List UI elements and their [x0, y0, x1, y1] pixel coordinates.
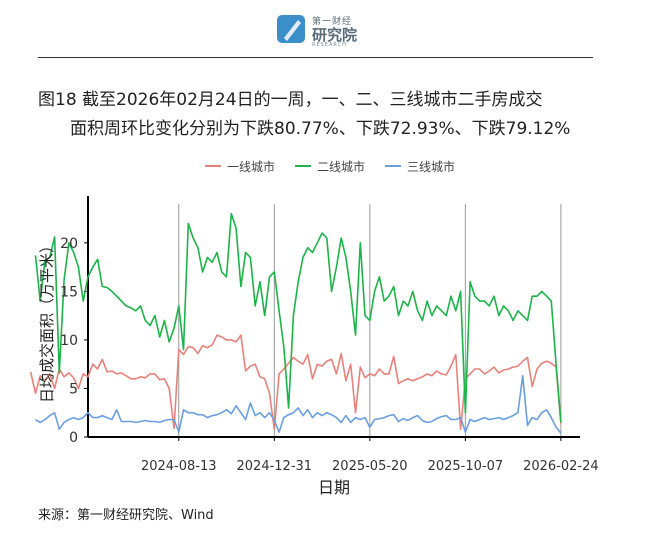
figure-title-line2: 面积周环比变化分别为下跌80.77%、下跌72.93%、下跌79.12% [70, 119, 571, 139]
chart-axes [84, 196, 580, 441]
x-tick-label: 2025-05-20 [332, 459, 408, 474]
logo-small-text: 第一财经 [312, 17, 353, 27]
x-tick-label: 2025-10-07 [428, 459, 504, 474]
y-tick-label: 10 [60, 333, 78, 349]
chart-lines [29, 212, 562, 434]
logo-mark-icon [277, 15, 305, 43]
series-line-2 [34, 212, 562, 423]
figure-title-line1: 图18 截至2026年02月24日的一周，一、二、三线城市二手房成交 [38, 90, 543, 110]
y-axis-title: 日均成交面积（万平米） [38, 238, 56, 403]
series-line-3 [35, 375, 562, 434]
chart-legend: 一线城市 二线城市 三线城市 [205, 159, 455, 174]
x-axis-title: 日期 [318, 478, 350, 497]
legend-label-2: 二线城市 [317, 159, 365, 174]
y-tick-label: 15 [60, 284, 78, 300]
x-tick-label: 2024-12-31 [237, 459, 313, 474]
x-tick-label: 2024-08-13 [141, 459, 217, 474]
logo-en-text: RESEARCH [312, 42, 347, 48]
legend-label-1: 一线城市 [227, 159, 275, 174]
legend-label-3: 三线城市 [407, 159, 455, 174]
header-divider [38, 57, 593, 58]
chart-labels: 2024-08-13 2024-12-31 2025-05-20 2025-10-07… [38, 236, 599, 497]
y-tick-label: 20 [60, 236, 78, 252]
logo-main-text: 研究院 [312, 26, 358, 44]
x-tick-label: 2026-02-24 [523, 459, 599, 474]
source-note: 来源：第一财经研究院、Wind [38, 508, 214, 523]
series-line-1 [29, 334, 562, 431]
y-tick-label: 5 [69, 381, 78, 397]
line-chart: 一线城市 二线城市 三线城市 2024-08-13 2024-12-31 2025-05… [29, 159, 599, 497]
research-logo: 第一财经 研究院 RESEARCH [274, 10, 364, 50]
y-tick-label: 0 [69, 430, 78, 446]
